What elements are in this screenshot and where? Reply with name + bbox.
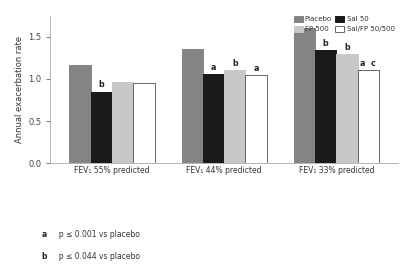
- Bar: [294, 28, 315, 163]
- Legend: Placebo, FP 500, Sal 50, Sal/FP 50/500: Placebo, FP 500, Sal 50, Sal/FP 50/500: [294, 16, 394, 32]
- Text: b: b: [344, 43, 350, 52]
- Text: p ≤ 0.044 vs placebo: p ≤ 0.044 vs placebo: [54, 252, 140, 261]
- Text: b: b: [232, 59, 238, 68]
- Text: a: a: [211, 63, 216, 72]
- Bar: [133, 83, 154, 163]
- Text: b: b: [98, 81, 104, 89]
- Text: a: a: [253, 64, 259, 73]
- Text: a  c: a c: [361, 59, 376, 68]
- Bar: [224, 70, 245, 163]
- Bar: [245, 75, 267, 163]
- Text: b: b: [323, 39, 328, 48]
- Bar: [336, 54, 358, 163]
- Bar: [203, 74, 224, 163]
- Bar: [91, 92, 112, 163]
- Bar: [315, 50, 336, 163]
- Text: p ≤ 0.001 vs placebo: p ≤ 0.001 vs placebo: [54, 230, 140, 239]
- Bar: [182, 49, 203, 163]
- Y-axis label: Annual exacerbation rate: Annual exacerbation rate: [15, 36, 24, 143]
- Text: b: b: [41, 252, 47, 261]
- Bar: [112, 82, 133, 163]
- Bar: [358, 70, 379, 163]
- Text: a: a: [41, 230, 47, 239]
- Bar: [69, 65, 91, 163]
